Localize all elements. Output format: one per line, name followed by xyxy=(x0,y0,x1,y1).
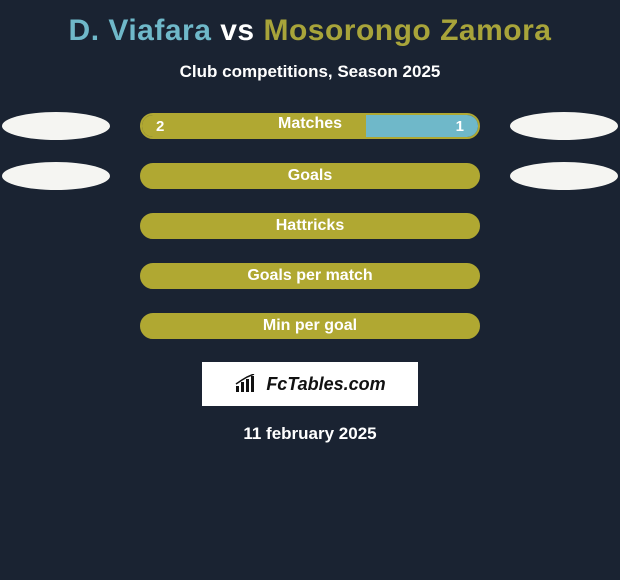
stat-row-hattricks: Hattricks xyxy=(0,212,620,240)
chart-icon xyxy=(234,374,260,394)
stat-bar-goals_per_match: Goals per match xyxy=(140,263,480,289)
right-oval xyxy=(510,162,618,190)
stat-rows: 21MatchesGoalsHattricksGoals per matchMi… xyxy=(0,112,620,340)
bar-label: Goals per match xyxy=(247,267,372,285)
bar-left-segment: 2 xyxy=(142,115,366,137)
right-oval xyxy=(510,112,618,140)
stat-row-goals_per_match: Goals per match xyxy=(0,262,620,290)
bar-left-value: 2 xyxy=(142,118,164,135)
stat-bar-matches: 21Matches xyxy=(140,113,480,139)
left-oval xyxy=(2,112,110,140)
page-title: D. Viafara vs Mosorongo Zamora xyxy=(0,14,620,48)
date-text: 11 february 2025 xyxy=(0,424,620,444)
stat-row-matches: 21Matches xyxy=(0,112,620,140)
bar-label: Min per goal xyxy=(263,317,357,335)
bar-label: Hattricks xyxy=(276,217,344,235)
stat-bar-goals: Goals xyxy=(140,163,480,189)
stat-row-goals: Goals xyxy=(0,162,620,190)
stat-bar-hattricks: Hattricks xyxy=(140,213,480,239)
bar-label: Goals xyxy=(288,167,332,185)
subtitle: Club competitions, Season 2025 xyxy=(0,62,620,82)
player1-name: D. Viafara xyxy=(69,14,212,47)
infographic-container: D. Viafara vs Mosorongo Zamora Club comp… xyxy=(0,0,620,444)
logo-text: FcTables.com xyxy=(266,374,385,395)
player2-name: Mosorongo Zamora xyxy=(263,14,551,47)
logo-box: FcTables.com xyxy=(202,362,418,406)
stat-row-min_per_goal: Min per goal xyxy=(0,312,620,340)
bar-right-segment: 1 xyxy=(366,115,478,137)
left-oval xyxy=(2,162,110,190)
stat-bar-min_per_goal: Min per goal xyxy=(140,313,480,339)
bar-right-value: 1 xyxy=(456,118,478,135)
vs-text: vs xyxy=(220,14,254,47)
